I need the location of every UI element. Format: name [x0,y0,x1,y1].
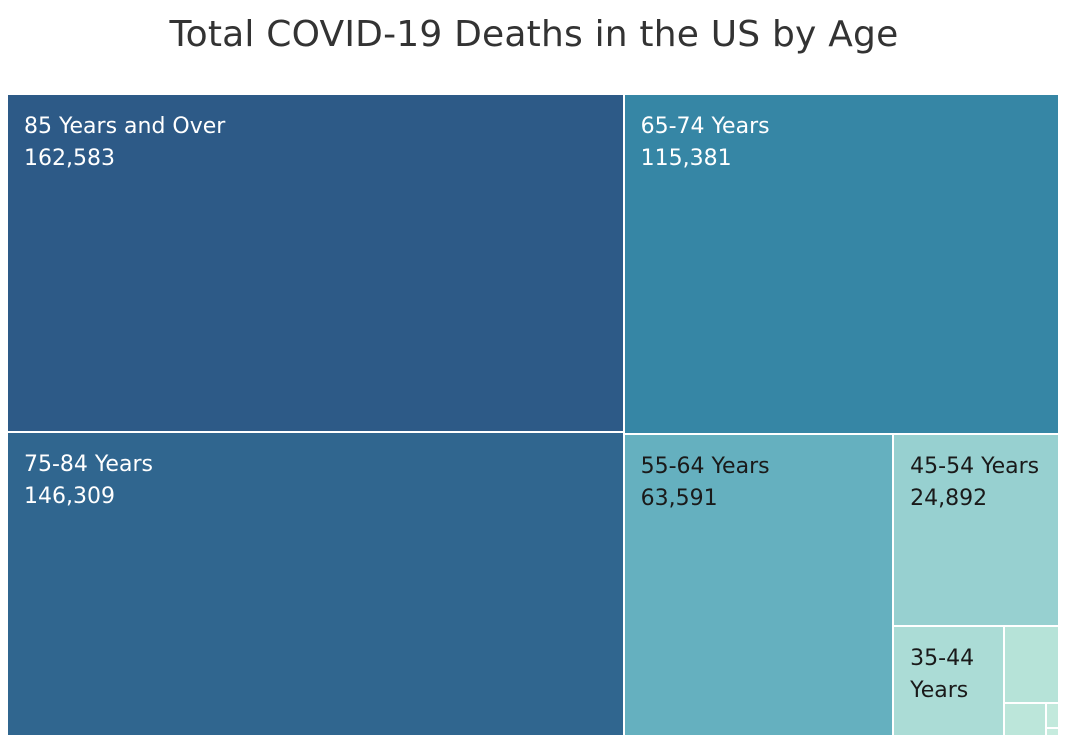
tile-name: 65-74 Years [640,114,770,139]
tile-value: 24,892 [910,485,988,511]
chart-title: Total COVID-19 Deaths in the US by Age [169,14,899,55]
treemap-tile-label: 65-74 Years 115,381 [641,111,1048,175]
treemap-tile-unlabeled-6[interactable] [1004,627,1058,702]
tile-name: 45-54 Years [910,453,1040,479]
tile-value: 146,309 [24,483,115,509]
tile-name: 85 Years and Over [24,114,226,139]
tile-value: 162,583 [24,146,115,171]
treemap-tile-65-74-years[interactable]: 65-74 Years 115,381 [624,95,1058,433]
treemap-tile-35-44-years[interactable]: 35-44 Years [894,627,1003,735]
tile-name: 35-44 Years [910,646,975,704]
tile-name: 75-84 Years [24,451,153,477]
treemap-tile-45-54-years[interactable]: 45-54 Years 24,892 [894,434,1058,626]
tile-value: 115,381 [640,146,732,171]
treemap-tile-55-64-years[interactable]: 55-64 Years 63,591 [624,434,893,735]
treemap-tile-unlabeled-7[interactable] [1004,703,1046,735]
treemap-tile-label: 85 Years and Over 162,583 [24,111,613,175]
treemap-tile-label: 75-84 Years 146,309 [24,449,613,513]
treemap-tile-75-84-years[interactable]: 75-84 Years 146,309 [8,432,623,735]
treemap-tile-label: 35-44 Years [910,643,993,707]
tile-name: 55-64 Years [640,453,770,479]
treemap-tile-85-years-and-over[interactable]: 85 Years and Over 162,583 [8,95,623,431]
treemap-tile-unlabeled-8[interactable] [1047,703,1058,727]
tile-value: 63,591 [640,485,718,511]
treemap-tile-label: 45-54 Years 24,892 [910,451,1048,515]
treemap-tile-label: 55-64 Years 63,591 [641,451,883,515]
treemap-tile-unlabeled-9[interactable] [1047,728,1058,735]
